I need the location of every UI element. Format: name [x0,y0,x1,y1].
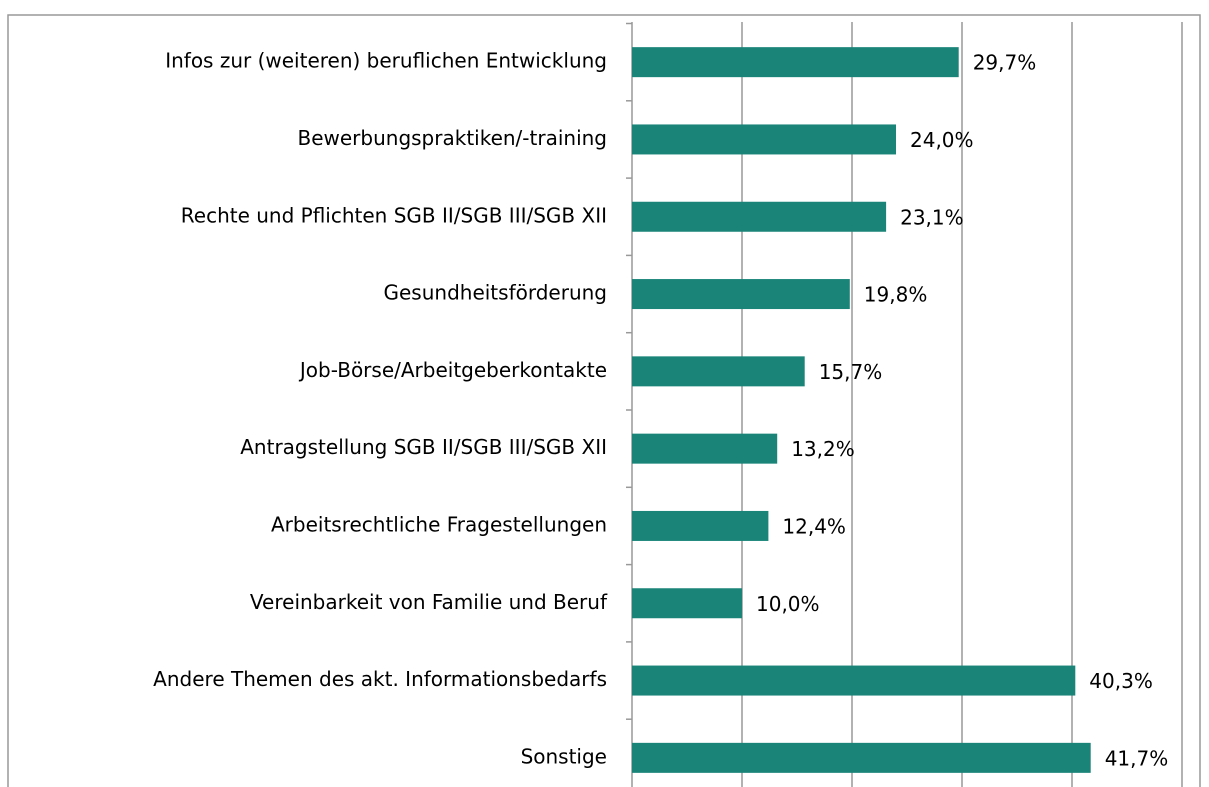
chart-frame [7,14,1201,787]
value-label: 29,7% [973,51,1037,75]
value-label: 23,1% [900,205,964,229]
bar [632,279,850,310]
value-label: 12,4% [782,514,846,538]
category-label: Gesundheitsförderung [384,281,608,305]
bar [632,433,778,464]
category-label: Rechte und Pflichten SGB II/SGB III/SGB … [181,203,607,227]
bar [632,124,896,155]
category-label: Bewerbungspraktiken/-training [297,126,607,150]
category-label: Sonstige [521,744,607,768]
category-label: Arbeitsrechtliche Fragestellungen [271,512,607,536]
bar [632,588,742,619]
bar [632,742,1091,773]
category-label: Antragstellung SGB II/SGB III/SGB XII [240,435,607,459]
category-label: Job-Börse/Arbeitgeberkontakte [298,358,607,382]
value-label: 24,0% [910,128,974,152]
value-label: 10,0% [756,592,820,616]
bar [632,356,805,387]
category-label: Vereinbarkeit von Familie und Beruf [250,590,608,614]
bar [632,665,1076,696]
category-label: Andere Themen des akt. Informationsbedar… [153,667,607,691]
value-label: 13,2% [791,437,855,461]
bar [632,47,959,78]
value-label: 40,3% [1089,669,1153,693]
bar [632,510,769,541]
bar [632,201,887,232]
value-label: 19,8% [864,283,928,307]
category-label: Infos zur (weiteren) beruflichen Entwick… [165,49,607,73]
value-label: 15,7% [819,360,883,384]
value-label: 41,7% [1105,746,1169,770]
